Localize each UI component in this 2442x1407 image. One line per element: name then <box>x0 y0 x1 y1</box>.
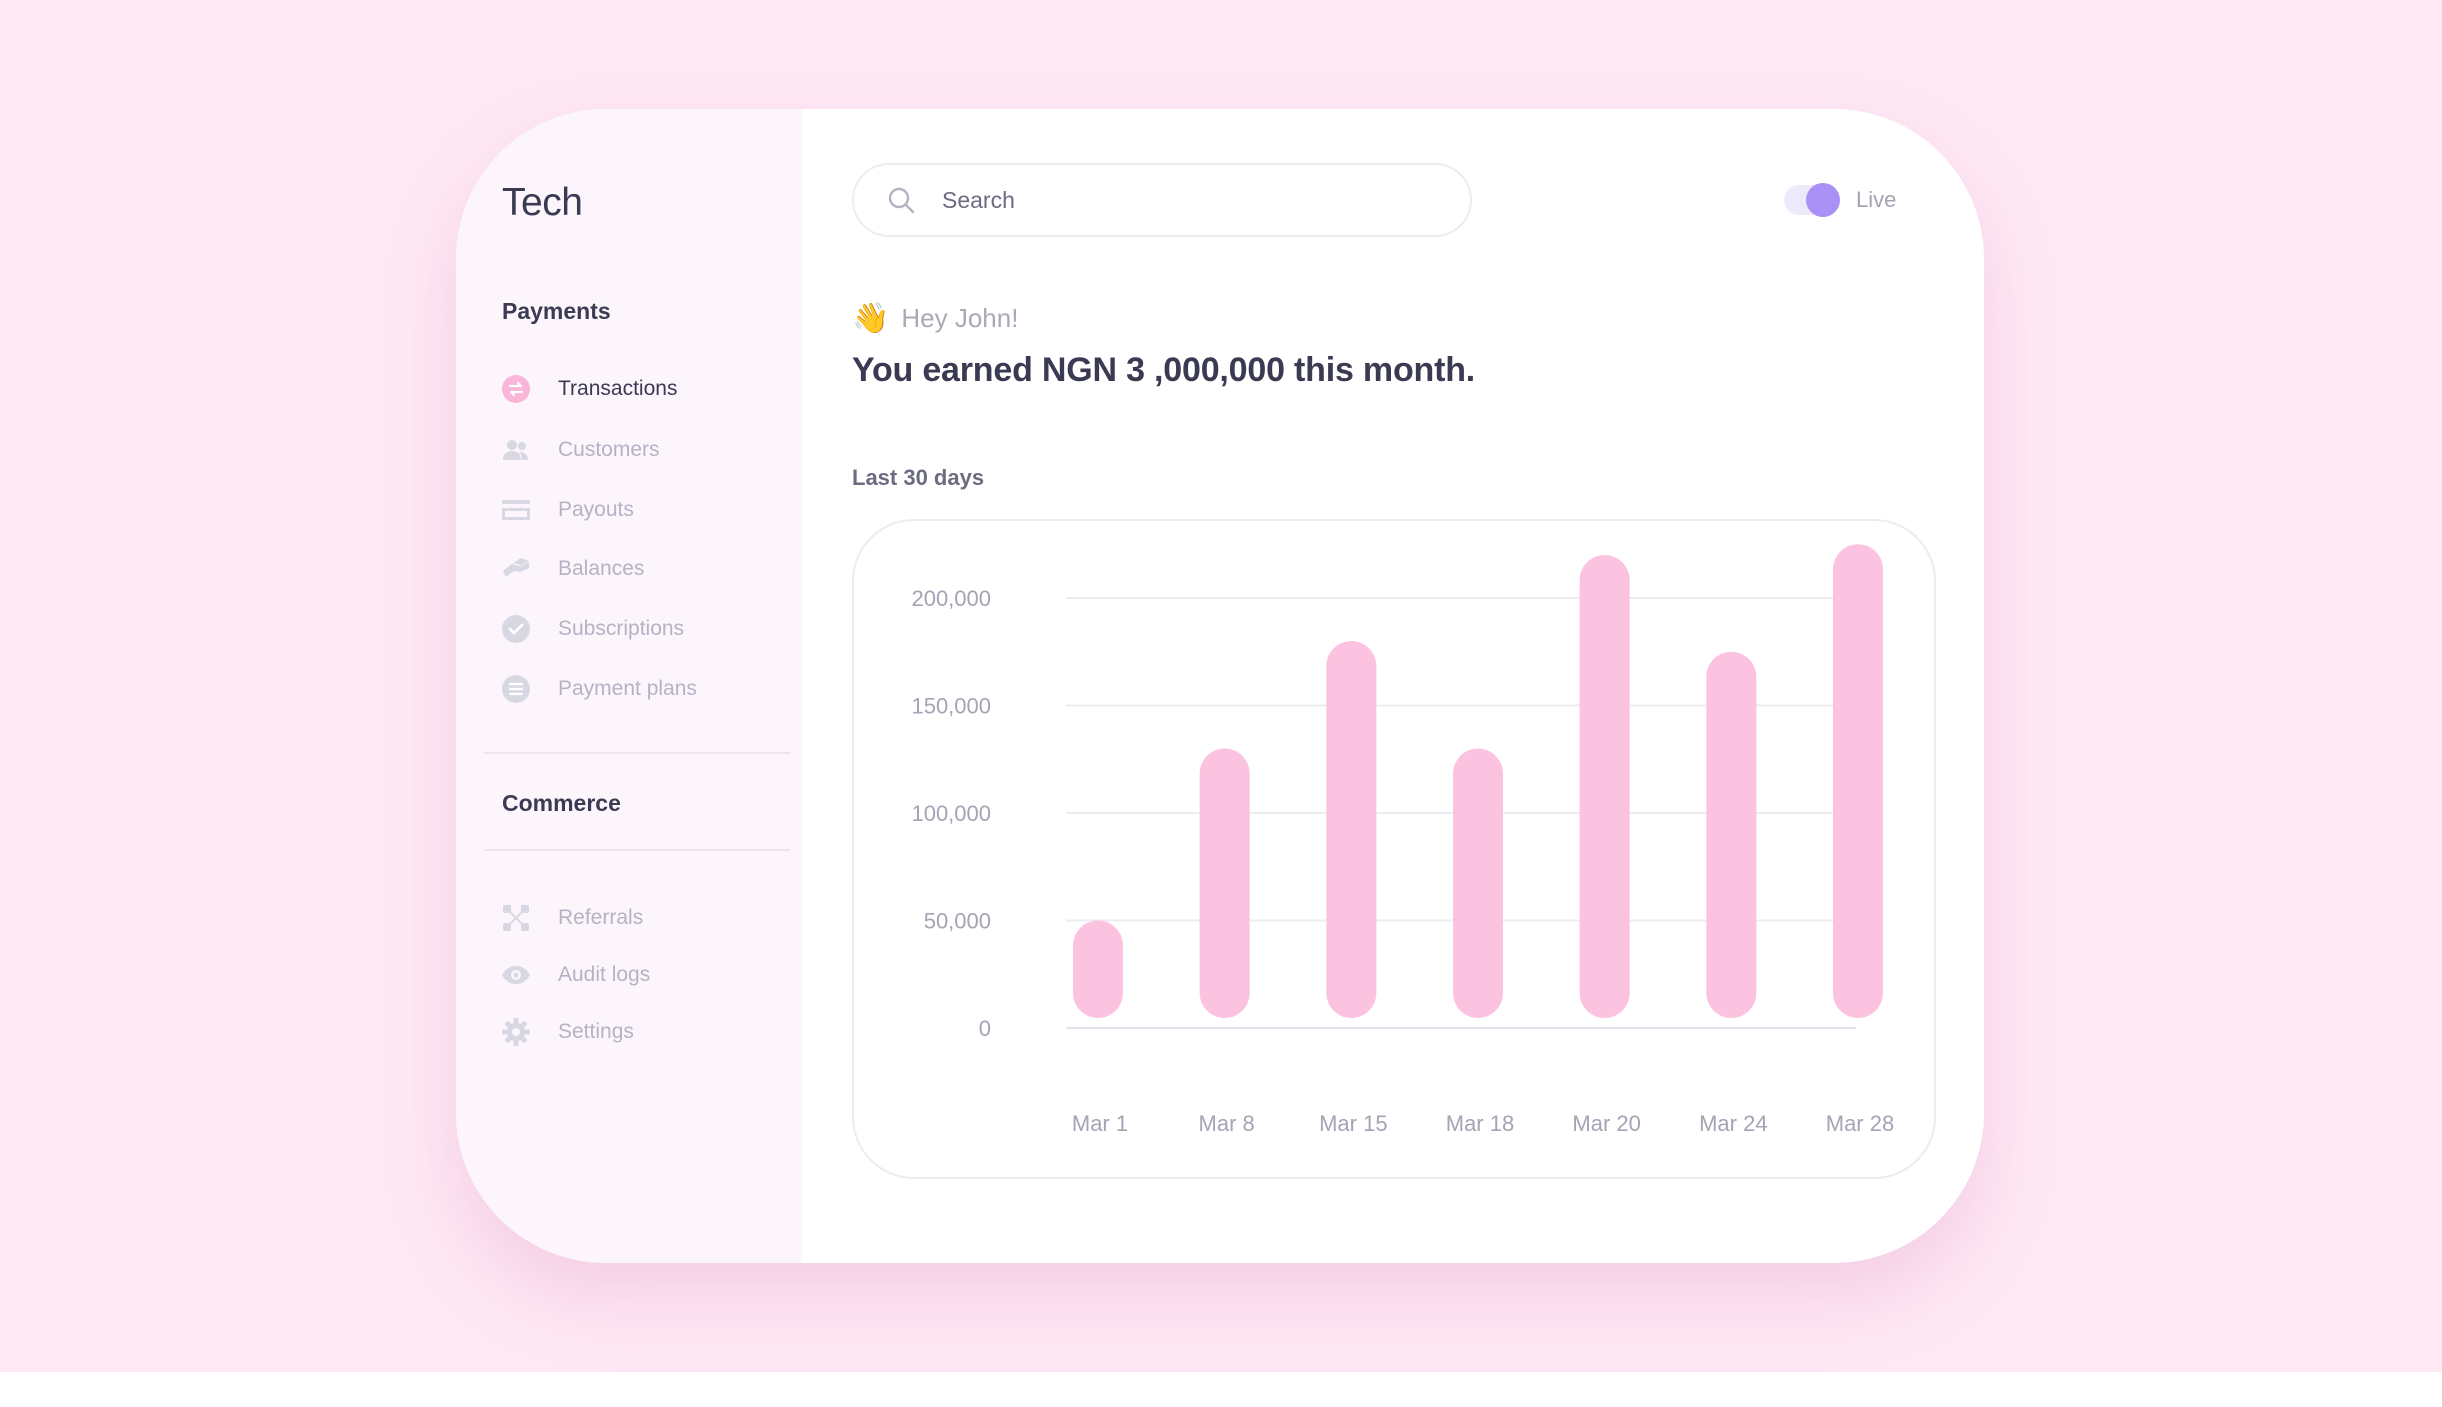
sidebar-item-customers[interactable]: Customers <box>500 430 660 470</box>
search-icon <box>886 183 920 217</box>
bar <box>1580 555 1630 1018</box>
x-tick-label: Mar 18 <box>1446 1111 1514 1136</box>
sidebar-item-label: Balances <box>558 557 644 581</box>
live-toggle[interactable] <box>1784 185 1838 215</box>
waving-hand-icon: 👋 <box>852 301 889 336</box>
greeting: 👋 Hey John! <box>852 301 1018 336</box>
x-tick-label: Mar 24 <box>1699 1111 1767 1136</box>
sidebar-item-label: Transactions <box>558 377 677 401</box>
greeting-text: Hey John! <box>901 303 1018 334</box>
bar <box>1453 749 1503 1019</box>
section-title-commerce: Commerce <box>502 790 621 817</box>
list-icon <box>500 673 532 705</box>
live-label: Live <box>1856 187 1896 213</box>
bar <box>1706 652 1756 1018</box>
sidebar: Tech Payments Transactions Customers Pay… <box>456 109 802 1263</box>
sidebar-item-audit-logs[interactable]: Audit logs <box>500 955 650 995</box>
main-content: Live 👋 Hey John! You earned NGN 3 ,000,0… <box>802 109 1984 1263</box>
referrals-icon <box>500 902 532 934</box>
card-icon <box>500 494 532 526</box>
customers-icon <box>500 434 532 466</box>
search-bar[interactable] <box>852 163 1472 237</box>
sidebar-item-label: Subscriptions <box>558 617 684 641</box>
sidebar-item-label: Payment plans <box>558 677 697 701</box>
toggle-knob <box>1806 183 1840 217</box>
y-tick-label: 0 <box>979 1016 991 1041</box>
sidebar-item-subscriptions[interactable]: Subscriptions <box>500 609 684 649</box>
bar <box>1200 749 1250 1019</box>
search-input[interactable] <box>940 186 1424 215</box>
balances-icon <box>500 553 532 585</box>
revenue-chart-card: 200,000 150,000 100,000 50,000 0 Mar 1 Mar 8 Ma… <box>852 519 1936 1179</box>
y-tick-label: 200,000 <box>911 586 991 611</box>
bar <box>1833 544 1883 1018</box>
sidebar-item-settings[interactable]: Settings <box>500 1012 634 1052</box>
revenue-chart: 200,000 150,000 100,000 50,000 0 Mar 1 Mar 8 Ma… <box>854 521 1938 1181</box>
sidebar-item-transactions[interactable]: Transactions <box>500 369 677 409</box>
y-tick-label: 100,000 <box>911 801 991 826</box>
sidebar-item-label: Settings <box>558 1020 634 1044</box>
gear-icon <box>500 1016 532 1048</box>
period-label: Last 30 days <box>852 465 984 491</box>
section-title-payments: Payments <box>502 298 611 325</box>
sidebar-item-balances[interactable]: Balances <box>500 549 644 589</box>
y-tick-label: 150,000 <box>911 694 991 719</box>
x-tick-label: Mar 1 <box>1072 1111 1128 1136</box>
sidebar-item-referrals[interactable]: Referrals <box>500 898 643 938</box>
sidebar-divider <box>484 849 790 851</box>
check-circle-icon <box>500 613 532 645</box>
bar <box>1073 921 1123 1019</box>
bar <box>1326 641 1376 1018</box>
y-tick-label: 50,000 <box>924 909 991 934</box>
sidebar-item-label: Customers <box>558 438 660 462</box>
dashboard-card: Tech Payments Transactions Customers Pay… <box>456 109 1984 1263</box>
earnings-headline: You earned NGN 3 ,000,000 this month. <box>852 351 1475 390</box>
brand-title: Tech <box>502 181 582 225</box>
x-tick-label: Mar 28 <box>1826 1111 1894 1136</box>
x-tick-label: Mar 20 <box>1572 1111 1640 1136</box>
sidebar-item-payouts[interactable]: Payouts <box>500 490 634 530</box>
eye-icon <box>500 959 532 991</box>
sidebar-item-payment-plans[interactable]: Payment plans <box>500 669 697 709</box>
sidebar-divider <box>484 752 790 754</box>
sidebar-item-label: Payouts <box>558 498 634 522</box>
sidebar-item-label: Referrals <box>558 906 643 930</box>
transactions-icon <box>500 373 532 405</box>
sidebar-item-label: Audit logs <box>558 963 650 987</box>
x-tick-label: Mar 8 <box>1199 1111 1255 1136</box>
x-tick-label: Mar 15 <box>1319 1111 1387 1136</box>
